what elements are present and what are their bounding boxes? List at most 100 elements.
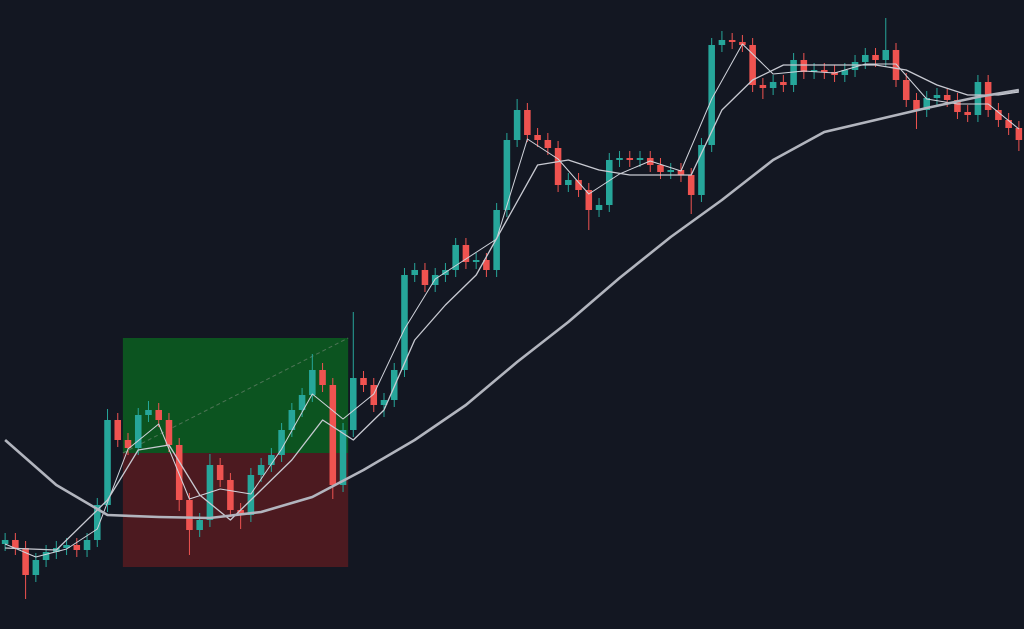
candle-body (339, 430, 347, 485)
candle-body (134, 415, 142, 448)
candle-body (831, 72, 838, 75)
candle-body (677, 170, 685, 175)
candle-body (155, 410, 162, 420)
candle-body (452, 245, 459, 270)
candle-body (810, 70, 818, 72)
moving-average (5, 64, 1019, 551)
candle-body (1, 540, 9, 544)
candle-body (595, 205, 603, 210)
candle-body (83, 540, 91, 550)
candle-body (1005, 120, 1012, 128)
candle-body (513, 110, 521, 140)
candle-body (534, 135, 541, 140)
candle-body (32, 560, 40, 575)
candle-body (585, 190, 593, 210)
position-path (122, 337, 349, 454)
candle-body (636, 158, 644, 160)
candle-body (575, 180, 582, 190)
candle-body (667, 170, 674, 172)
candle-body (175, 445, 183, 500)
candle-body (759, 85, 767, 88)
candle-body (565, 180, 572, 185)
candle-body (902, 80, 910, 100)
candle-body (913, 100, 920, 110)
candle-body (216, 465, 224, 480)
candle-body (12, 540, 19, 548)
candle-body (370, 385, 378, 405)
candle-body (278, 430, 285, 455)
candle-body (687, 175, 695, 195)
candle-body (882, 50, 890, 60)
candle-body (227, 480, 234, 510)
candle-body (22, 548, 29, 575)
candle-body (411, 270, 418, 275)
candle-body (503, 140, 511, 210)
candle-body (974, 82, 982, 115)
candle-body (626, 158, 634, 160)
candle-body (288, 410, 296, 430)
candle-body (995, 110, 1002, 120)
candle-body (544, 140, 552, 148)
candle-body (319, 370, 326, 385)
candle-body (390, 370, 398, 400)
candle-body (350, 378, 357, 430)
candle-body (196, 520, 203, 530)
candle-body (145, 410, 152, 415)
candle-body (104, 420, 111, 505)
candle-body (472, 260, 480, 262)
candle-body (329, 385, 337, 485)
moving-average (4, 88, 1020, 520)
candle-body (862, 55, 869, 62)
candle-body (524, 110, 531, 135)
candle-body (657, 165, 664, 172)
candle-body (257, 465, 265, 475)
candle-body (42, 552, 50, 560)
candle-body (923, 98, 930, 110)
candle-body (698, 145, 705, 195)
candle-body (616, 158, 623, 160)
candle-body (841, 70, 849, 75)
candle-body (606, 160, 613, 205)
candle-body (237, 510, 244, 515)
candle-body (728, 40, 736, 42)
candle-body (63, 545, 70, 548)
candle-body (360, 378, 367, 385)
candle-body (708, 45, 715, 145)
candle-body (431, 275, 439, 285)
candle-body (821, 70, 828, 72)
candle-body (892, 50, 900, 80)
candle-body (943, 95, 951, 100)
candle-body (872, 55, 879, 60)
candle-body (554, 148, 562, 185)
candle-body (268, 455, 275, 465)
candle-body (309, 370, 316, 395)
candle-body (933, 95, 941, 98)
candle-body (247, 475, 255, 515)
stop-zone (122, 453, 349, 567)
candle-body (851, 62, 859, 70)
candle-body (1015, 128, 1023, 140)
candle-body (186, 500, 193, 530)
candle-body (483, 260, 490, 270)
moving-average (4, 43, 1020, 558)
candle-body (165, 420, 173, 445)
candle-body (954, 100, 961, 112)
candle-body (790, 60, 797, 85)
candle-body (749, 45, 756, 85)
candle-body (380, 400, 388, 405)
candle-body (964, 112, 971, 115)
candle-body (493, 210, 500, 270)
candle-body (73, 545, 81, 550)
candle-body (800, 60, 808, 72)
candle-body (718, 40, 726, 45)
candle-body (769, 82, 777, 88)
candle-body (298, 395, 306, 410)
candle-body (124, 440, 132, 448)
candle-body (462, 245, 470, 262)
candle-body (401, 275, 408, 370)
candle-body (780, 82, 787, 85)
candle-body (421, 270, 429, 285)
candle-body (114, 420, 122, 440)
candle-body (94, 505, 101, 540)
